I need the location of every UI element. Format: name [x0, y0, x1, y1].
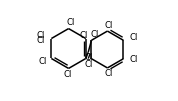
Text: Cl: Cl [37, 36, 45, 45]
Text: Cl: Cl [104, 21, 113, 30]
Text: Cl: Cl [85, 53, 93, 62]
Text: Cl: Cl [90, 30, 99, 39]
Text: Cl: Cl [37, 31, 45, 40]
Text: Cl: Cl [129, 33, 138, 42]
Text: Cl: Cl [129, 55, 138, 64]
Text: Cl: Cl [80, 31, 88, 40]
Text: Cl: Cl [104, 69, 113, 78]
Text: Cl: Cl [63, 70, 72, 79]
Text: Cl: Cl [38, 57, 47, 66]
Text: Cl: Cl [66, 18, 75, 27]
Text: Cl: Cl [85, 60, 93, 69]
